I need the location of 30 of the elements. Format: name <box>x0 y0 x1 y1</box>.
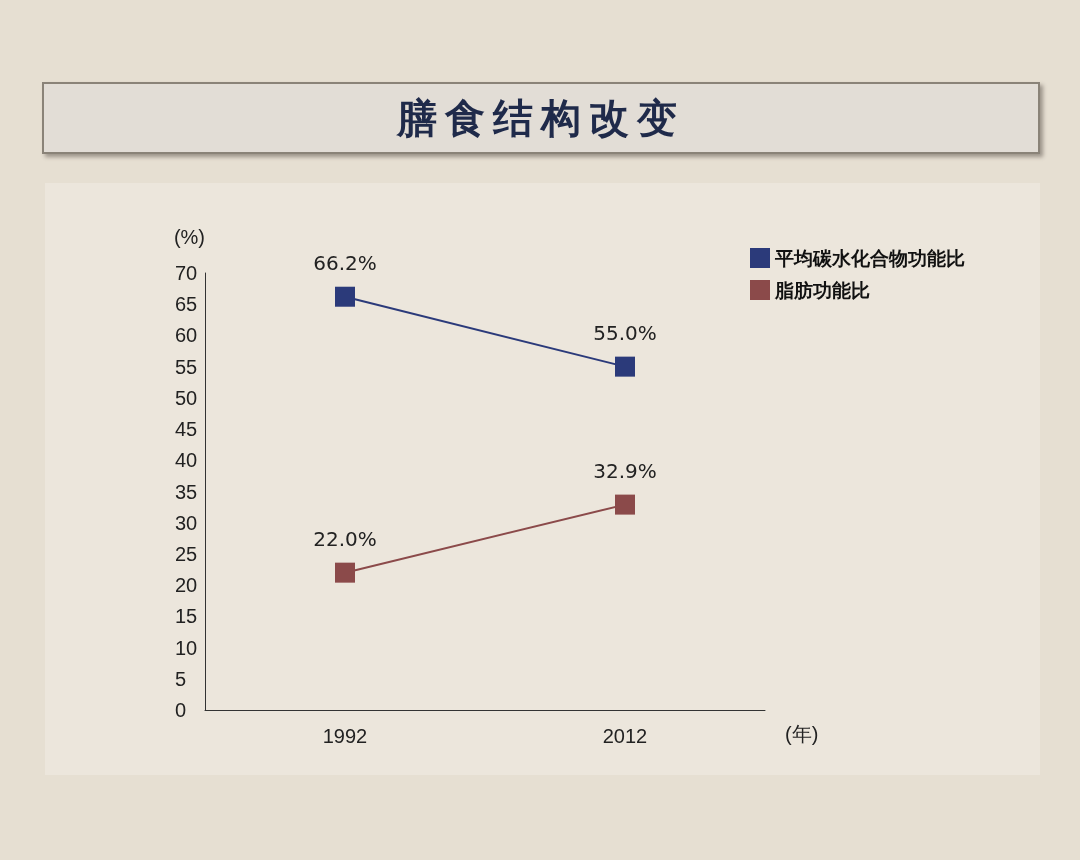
y-tick-label: 70 <box>175 262 198 284</box>
y-tick-label: 45 <box>175 418 198 441</box>
y-tick-label: 20 <box>175 574 198 597</box>
y-tick-label: 40 <box>175 449 198 472</box>
y-tick-label: 10 <box>175 636 198 659</box>
chart-title: 膳食结构改变 <box>42 82 1040 154</box>
y-tick-label: 25 <box>175 542 198 565</box>
x-tick-label: 1992 <box>322 725 368 747</box>
x-axis-title: (年) <box>785 723 819 745</box>
y-tick-label: 30 <box>175 511 198 534</box>
y-tick-label: 55 <box>175 355 198 378</box>
y-tick-label: 65 <box>175 293 198 316</box>
data-label: 55.0% <box>593 320 657 345</box>
y-tick-label: 60 <box>175 324 198 347</box>
point <box>335 562 355 583</box>
data-label: 32.9% <box>593 458 657 483</box>
y-tick-label: 15 <box>175 605 198 628</box>
y-tick-label: 35 <box>175 480 198 503</box>
legend-label: 平均碳水化合物功能比 <box>774 247 965 269</box>
y-axis-title: (%) <box>173 226 205 248</box>
point <box>335 286 355 307</box>
y-tick-label: 5 <box>175 667 187 690</box>
point <box>615 494 635 515</box>
x-tick-label: 2012 <box>602 725 648 747</box>
point <box>615 356 635 377</box>
y-tick-label: 50 <box>175 386 198 409</box>
data-label: 66.2% <box>313 250 377 275</box>
y-tick-label: 0 <box>175 699 187 721</box>
data-label: 22.0% <box>313 526 377 551</box>
legend-label: 脂肪功能比 <box>774 279 870 301</box>
